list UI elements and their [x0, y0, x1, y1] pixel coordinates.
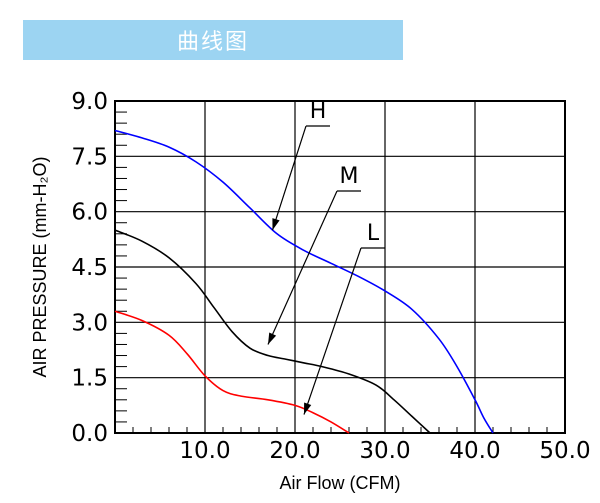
y-axis-title: AIR PRESSURE (mm-H₂O)	[30, 157, 50, 378]
series-line-m	[114, 229, 431, 434]
x-tick-label: 40.0	[449, 438, 500, 464]
marker-arrowhead	[272, 218, 280, 231]
curve-markers: H M L	[267, 99, 385, 415]
y-tick-label: 7.5	[71, 144, 108, 170]
marker-leader-line	[303, 247, 362, 415]
y-tick-label: 0.0	[71, 421, 108, 447]
minor-ticks	[115, 111, 548, 433]
x-tick-label: 50.0	[539, 438, 590, 464]
series-line-h	[114, 129, 494, 434]
y-tick-label: 1.5	[71, 366, 108, 392]
y-tick-label: 4.5	[71, 255, 108, 281]
y-tick-label: 3.0	[71, 310, 108, 336]
x-tick-label: 20.0	[269, 438, 320, 464]
chart-title: 曲线图	[176, 30, 249, 55]
y-tick-label: 9.0	[71, 89, 108, 115]
marker-label-m: M	[340, 164, 359, 189]
series-line-l	[114, 310, 350, 434]
marker-leader-line	[267, 190, 338, 345]
x-axis-title: Air Flow (CFM)	[280, 473, 401, 493]
marker-leader-line	[271, 125, 307, 231]
y-tick-label: 6.0	[71, 200, 108, 226]
chart-title-banner: 曲线图	[23, 20, 403, 60]
marker-label-l: L	[367, 221, 380, 246]
x-tick-label: 10.0	[179, 438, 230, 464]
marker-label-h: H	[310, 99, 327, 124]
series-lines	[114, 129, 494, 434]
marker-arrowhead	[268, 332, 277, 345]
x-tick-label: 30.0	[359, 438, 410, 464]
tick-labels: 0.0 1.5 3.0 4.5 6.0 7.5 9.0 10.0 20.0 30.0 40.0 50.…	[71, 89, 590, 464]
marker-arrowhead	[304, 402, 312, 415]
